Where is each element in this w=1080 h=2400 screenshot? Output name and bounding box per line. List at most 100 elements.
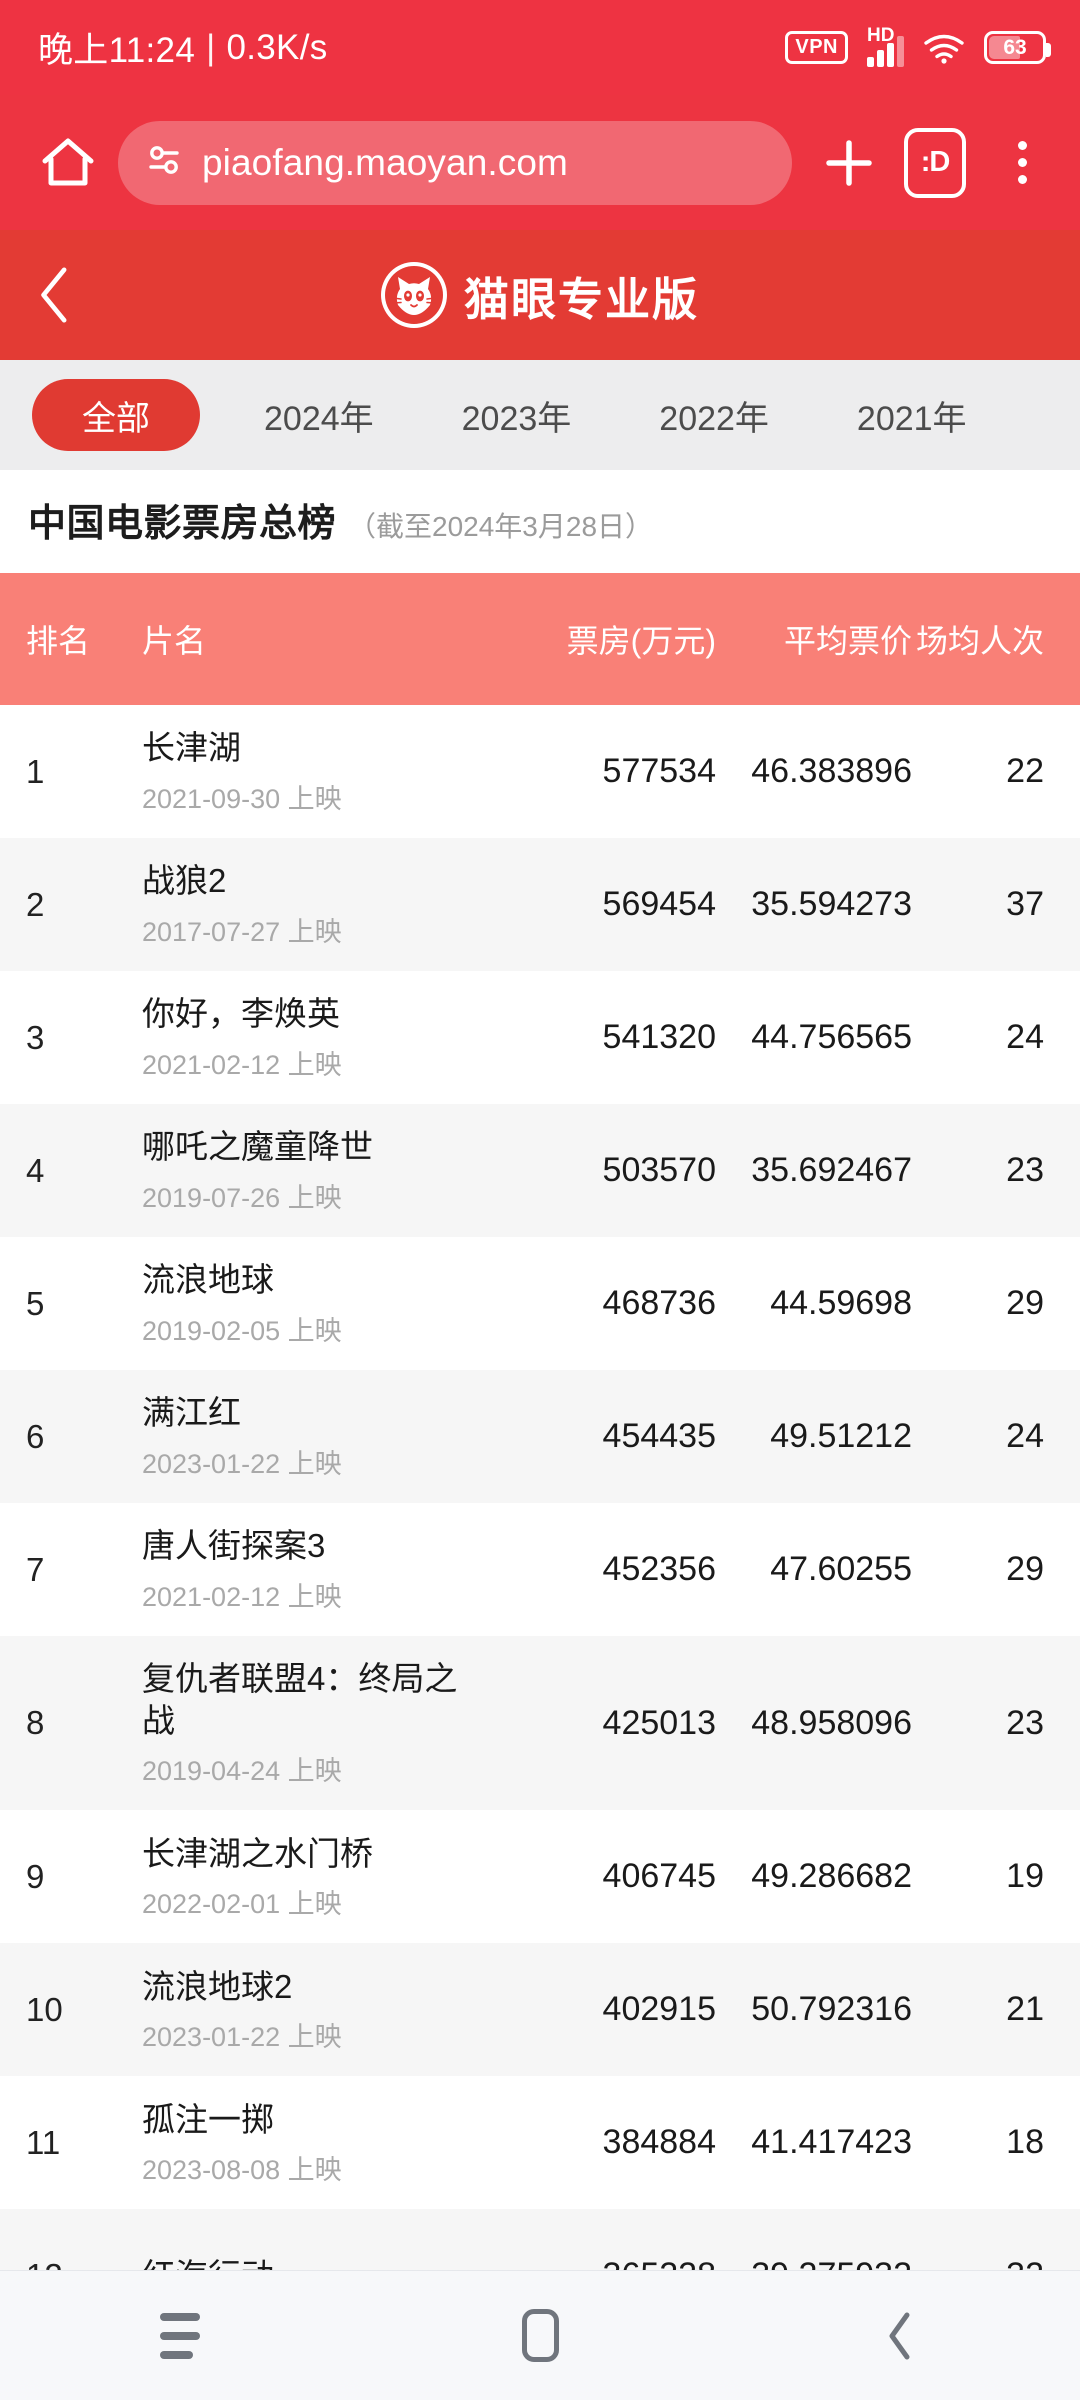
ranking-table[interactable]: 排名 片名 票房(万元) 平均票价 场均人次 1 长津湖 2021-09-30 上映… xyxy=(0,573,1080,2270)
home-square-icon[interactable] xyxy=(465,2291,615,2381)
movie-release-date: 2017-07-27 上映 xyxy=(142,916,342,947)
movie-release-date: 2023-08-08 上映 xyxy=(142,2155,342,2186)
movie-title: 流浪地球 xyxy=(142,1261,274,1299)
page-title-main: 中国电影票房总榜 xyxy=(28,503,337,545)
cell-avg-price: 46.383896 xyxy=(751,752,912,790)
more-vertical-icon[interactable] xyxy=(994,128,1050,198)
movie-title: 红海行动 xyxy=(142,2255,472,2270)
status-separator: | xyxy=(206,27,216,67)
year-tab-2022[interactable]: 2022年 xyxy=(659,399,769,438)
cell-movie: 红海行动 xyxy=(142,2233,480,2270)
cell-attendance: 24 xyxy=(1006,1417,1044,1455)
movie-title: 唐人街探案3 xyxy=(142,1527,326,1565)
year-tab-all[interactable]: 全部 xyxy=(32,379,200,451)
cell-movie: 满江红 2023-01-22 上映 xyxy=(142,1370,480,1502)
browser-toolbar: piaofang.maoyan.com :D xyxy=(0,95,1080,230)
table-row[interactable]: 5 流浪地球 2019-02-05 上映 468736 44.59698 29 xyxy=(0,1237,1080,1370)
year-tab-2024[interactable]: 2024年 xyxy=(264,399,374,438)
cell-rank: 6 xyxy=(26,1417,45,1455)
app-title: 猫眼专业版 xyxy=(463,273,699,325)
cell-gross: 425013 xyxy=(602,1703,716,1742)
brand: 猫眼专业版 xyxy=(380,262,699,328)
hd-signal-icon: HD xyxy=(867,26,904,67)
table-row[interactable]: 3 你好，李焕英 2021-02-12 上映 541320 44.756565 24 xyxy=(0,971,1080,1104)
menu-lines-icon[interactable] xyxy=(105,2291,255,2381)
movie-title: 战狼2 xyxy=(142,862,227,900)
cell-attendance: 22 xyxy=(1006,752,1044,790)
cell-gross: 402915 xyxy=(602,1990,716,2029)
movie-release-date: 2019-02-05 上映 xyxy=(142,1315,342,1346)
table-row[interactable]: 1 长津湖 2021-09-30 上映 577534 46.383896 22 xyxy=(0,705,1080,838)
url-text[interactable]: piaofang.maoyan.com xyxy=(202,141,568,183)
table-row[interactable]: 7 唐人街探案3 2021-02-12 上映 452356 47.60255 29 xyxy=(0,1503,1080,1636)
movie-title: 流浪地球2 xyxy=(142,1967,293,2005)
tab-switcher-button[interactable]: :D xyxy=(904,127,966,198)
cell-attendance: 19 xyxy=(1006,1857,1044,1896)
cell-avg-price: 48.958096 xyxy=(751,1703,912,1742)
table-row[interactable]: 8 复仇者联盟4：终局之战 2019-04-24 上映 425013 48.958096… xyxy=(0,1636,1080,1811)
cell-movie: 长津湖 2021-09-30 上映 xyxy=(142,705,480,837)
cell-attendance: 23 xyxy=(1006,1151,1044,1189)
address-bar[interactable]: piaofang.maoyan.com xyxy=(118,120,792,205)
cell-avg-price: 49.286682 xyxy=(751,1857,912,1896)
year-tab-2023[interactable]: 2023年 xyxy=(461,399,572,438)
table-row[interactable]: 2 战狼2 2017-07-27 上映 569454 35.594273 37 xyxy=(0,838,1080,971)
cell-attendance: 29 xyxy=(1006,1550,1044,1588)
chevron-left-icon[interactable] xyxy=(825,2291,975,2381)
battery-icon: 63 xyxy=(984,31,1051,64)
cell-gross: 468736 xyxy=(602,1284,716,1322)
cell-rank: 4 xyxy=(26,1151,45,1189)
cell-attendance: 37 xyxy=(1006,885,1044,923)
movie-title: 复仇者联盟4：终局之战 xyxy=(142,1660,458,1740)
movie-title: 哪吒之魔童降世 xyxy=(142,1128,373,1166)
tune-icon[interactable] xyxy=(146,142,182,183)
cell-attendance: 32 xyxy=(916,2256,1080,2270)
network-speed: 0.3K/s xyxy=(226,27,328,67)
cell-rank: 7 xyxy=(26,1550,45,1588)
movie-release-date: 2023-01-22 上映 xyxy=(142,2022,342,2053)
table-row[interactable]: 11 孤注一掷 2023-08-08 上映 384884 41.417423 18 xyxy=(0,2076,1080,2210)
chevron-left-icon[interactable] xyxy=(28,264,82,326)
cell-movie: 你好，李焕英 2021-02-12 上映 xyxy=(142,971,480,1103)
cell-movie: 孤注一掷 2023-08-08 上映 xyxy=(142,2077,480,2209)
movie-title: 长津湖 xyxy=(142,729,241,767)
cell-movie: 战狼2 2017-07-27 上映 xyxy=(142,838,480,970)
cell-rank: 10 xyxy=(26,1990,63,2028)
table-row[interactable]: 6 满江红 2023-01-22 上映 454435 49.51212 24 xyxy=(0,1370,1080,1503)
movie-release-date: 2021-02-12 上映 xyxy=(142,1581,342,1612)
column-header-gross: 票房(万元) xyxy=(566,623,716,659)
movie-release-date: 2022-02-01 上映 xyxy=(142,1889,342,1920)
table-row[interactable]: 9 长津湖之水门桥 2022-02-01 上映 406745 49.286682 19 xyxy=(0,1810,1080,1944)
status-time: 晚上11:24 xyxy=(38,31,196,70)
table-row[interactable]: 10 流浪地球2 2023-01-22 上映 402915 50.792316 21 xyxy=(0,1943,1080,2077)
cell-attendance: 21 xyxy=(1006,1990,1044,2029)
movie-title: 满江红 xyxy=(142,1394,241,1432)
home-icon[interactable] xyxy=(30,125,106,201)
cell-rank: 1 xyxy=(26,752,45,790)
table-header-row: 排名 片名 票房(万元) 平均票价 场均人次 xyxy=(0,573,1080,705)
cell-gross: 577534 xyxy=(602,752,716,790)
cell-movie: 流浪地球2 2023-01-22 上映 xyxy=(142,1944,480,2076)
plus-icon[interactable] xyxy=(814,128,884,198)
cell-avg-price: 44.59698 xyxy=(770,1284,912,1322)
cell-gross: 365228 xyxy=(480,2256,716,2270)
table-row[interactable]: 4 哪吒之魔童降世 2019-07-26 上映 503570 35.692467 23 xyxy=(0,1104,1080,1237)
cell-rank: 12 xyxy=(0,2257,124,2270)
vpn-icon: VPN xyxy=(785,31,848,64)
movie-release-date: 2021-02-12 上映 xyxy=(142,1049,342,1080)
movie-title: 孤注一掷 xyxy=(142,2100,274,2138)
cell-avg-price: 35.594273 xyxy=(751,885,912,923)
year-tab-2021[interactable]: 2021年 xyxy=(856,399,967,438)
cell-avg-price: 47.60255 xyxy=(770,1550,912,1588)
cell-attendance: 29 xyxy=(1006,1284,1044,1322)
page-title-sub: （截至2024年3月28日） xyxy=(348,511,654,542)
cell-movie: 长津湖之水门桥 2022-02-01 上映 xyxy=(142,1811,480,1943)
table-row[interactable]: 12 红海行动 36522839.27593232 xyxy=(0,2209,1080,2270)
year-tab-bar: 全部 2024年 2023年 2022年 2021年 xyxy=(0,360,1080,470)
system-navigation-bar xyxy=(0,2270,1080,2400)
column-header-rank: 排名 xyxy=(26,623,91,659)
cell-movie: 唐人街探案3 2021-02-12 上映 xyxy=(142,1503,480,1635)
cell-rank: 9 xyxy=(26,1857,45,1895)
cell-avg-price: 39.275932 xyxy=(716,2256,916,2270)
